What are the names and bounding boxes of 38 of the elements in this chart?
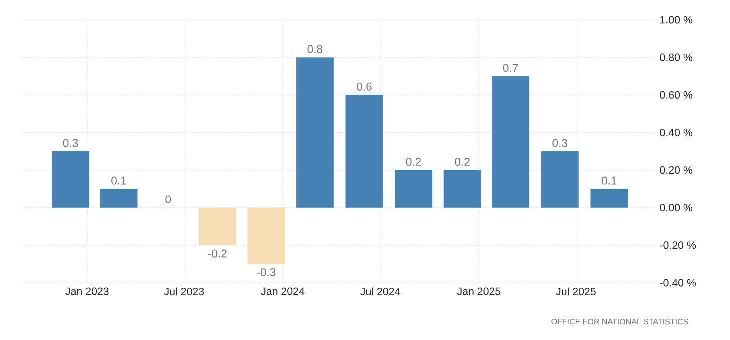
bar xyxy=(492,76,530,208)
y-tick-label: -0.40 % xyxy=(660,279,696,287)
y-tick-label: 0.60 % xyxy=(660,91,693,99)
bar xyxy=(52,152,90,208)
data-label: 0.1 xyxy=(112,176,126,185)
data-label: -0.3 xyxy=(257,268,276,276)
data-label: 0.7 xyxy=(503,64,518,72)
bar xyxy=(541,152,579,208)
y-tick-label: 0.40 % xyxy=(660,128,693,136)
data-label: 0.2 xyxy=(406,158,422,166)
bar xyxy=(198,208,236,246)
data-label: 0 xyxy=(166,196,172,204)
y-tick-label: -0.20 % xyxy=(660,242,696,250)
y-tick-label: 0.80 % xyxy=(660,54,693,62)
data-label: 0.6 xyxy=(357,82,372,91)
bar xyxy=(248,208,286,264)
x-tick-label: Jul 2023 xyxy=(164,288,204,296)
bar xyxy=(590,189,628,208)
data-label: 0.1 xyxy=(602,176,617,185)
data-label: -0.2 xyxy=(208,250,227,258)
data-label: 0.3 xyxy=(63,139,78,148)
bar xyxy=(296,58,334,208)
x-tick-label: Jan 2024 xyxy=(261,288,305,296)
bar xyxy=(346,95,384,208)
bar xyxy=(444,170,482,208)
y-tick-label: 0.20 % xyxy=(660,166,693,174)
bar xyxy=(395,170,433,208)
text: OFFICE FOR NATIONAL STATISTICS xyxy=(552,318,688,325)
bar xyxy=(100,189,138,208)
x-tick-label: Jan 2023 xyxy=(66,288,109,296)
data-label: 0.2 xyxy=(455,158,470,166)
x-tick-label: Jul 2025 xyxy=(556,288,596,296)
y-tick-label: 0.00 % xyxy=(660,204,693,212)
x-tick-label: Jan 2025 xyxy=(457,288,501,296)
data-label: 0.3 xyxy=(552,139,568,148)
data-label: 0.8 xyxy=(308,45,323,54)
y-tick-label: 1.00 % xyxy=(660,16,693,24)
x-tick-label: Jul 2024 xyxy=(360,288,400,296)
